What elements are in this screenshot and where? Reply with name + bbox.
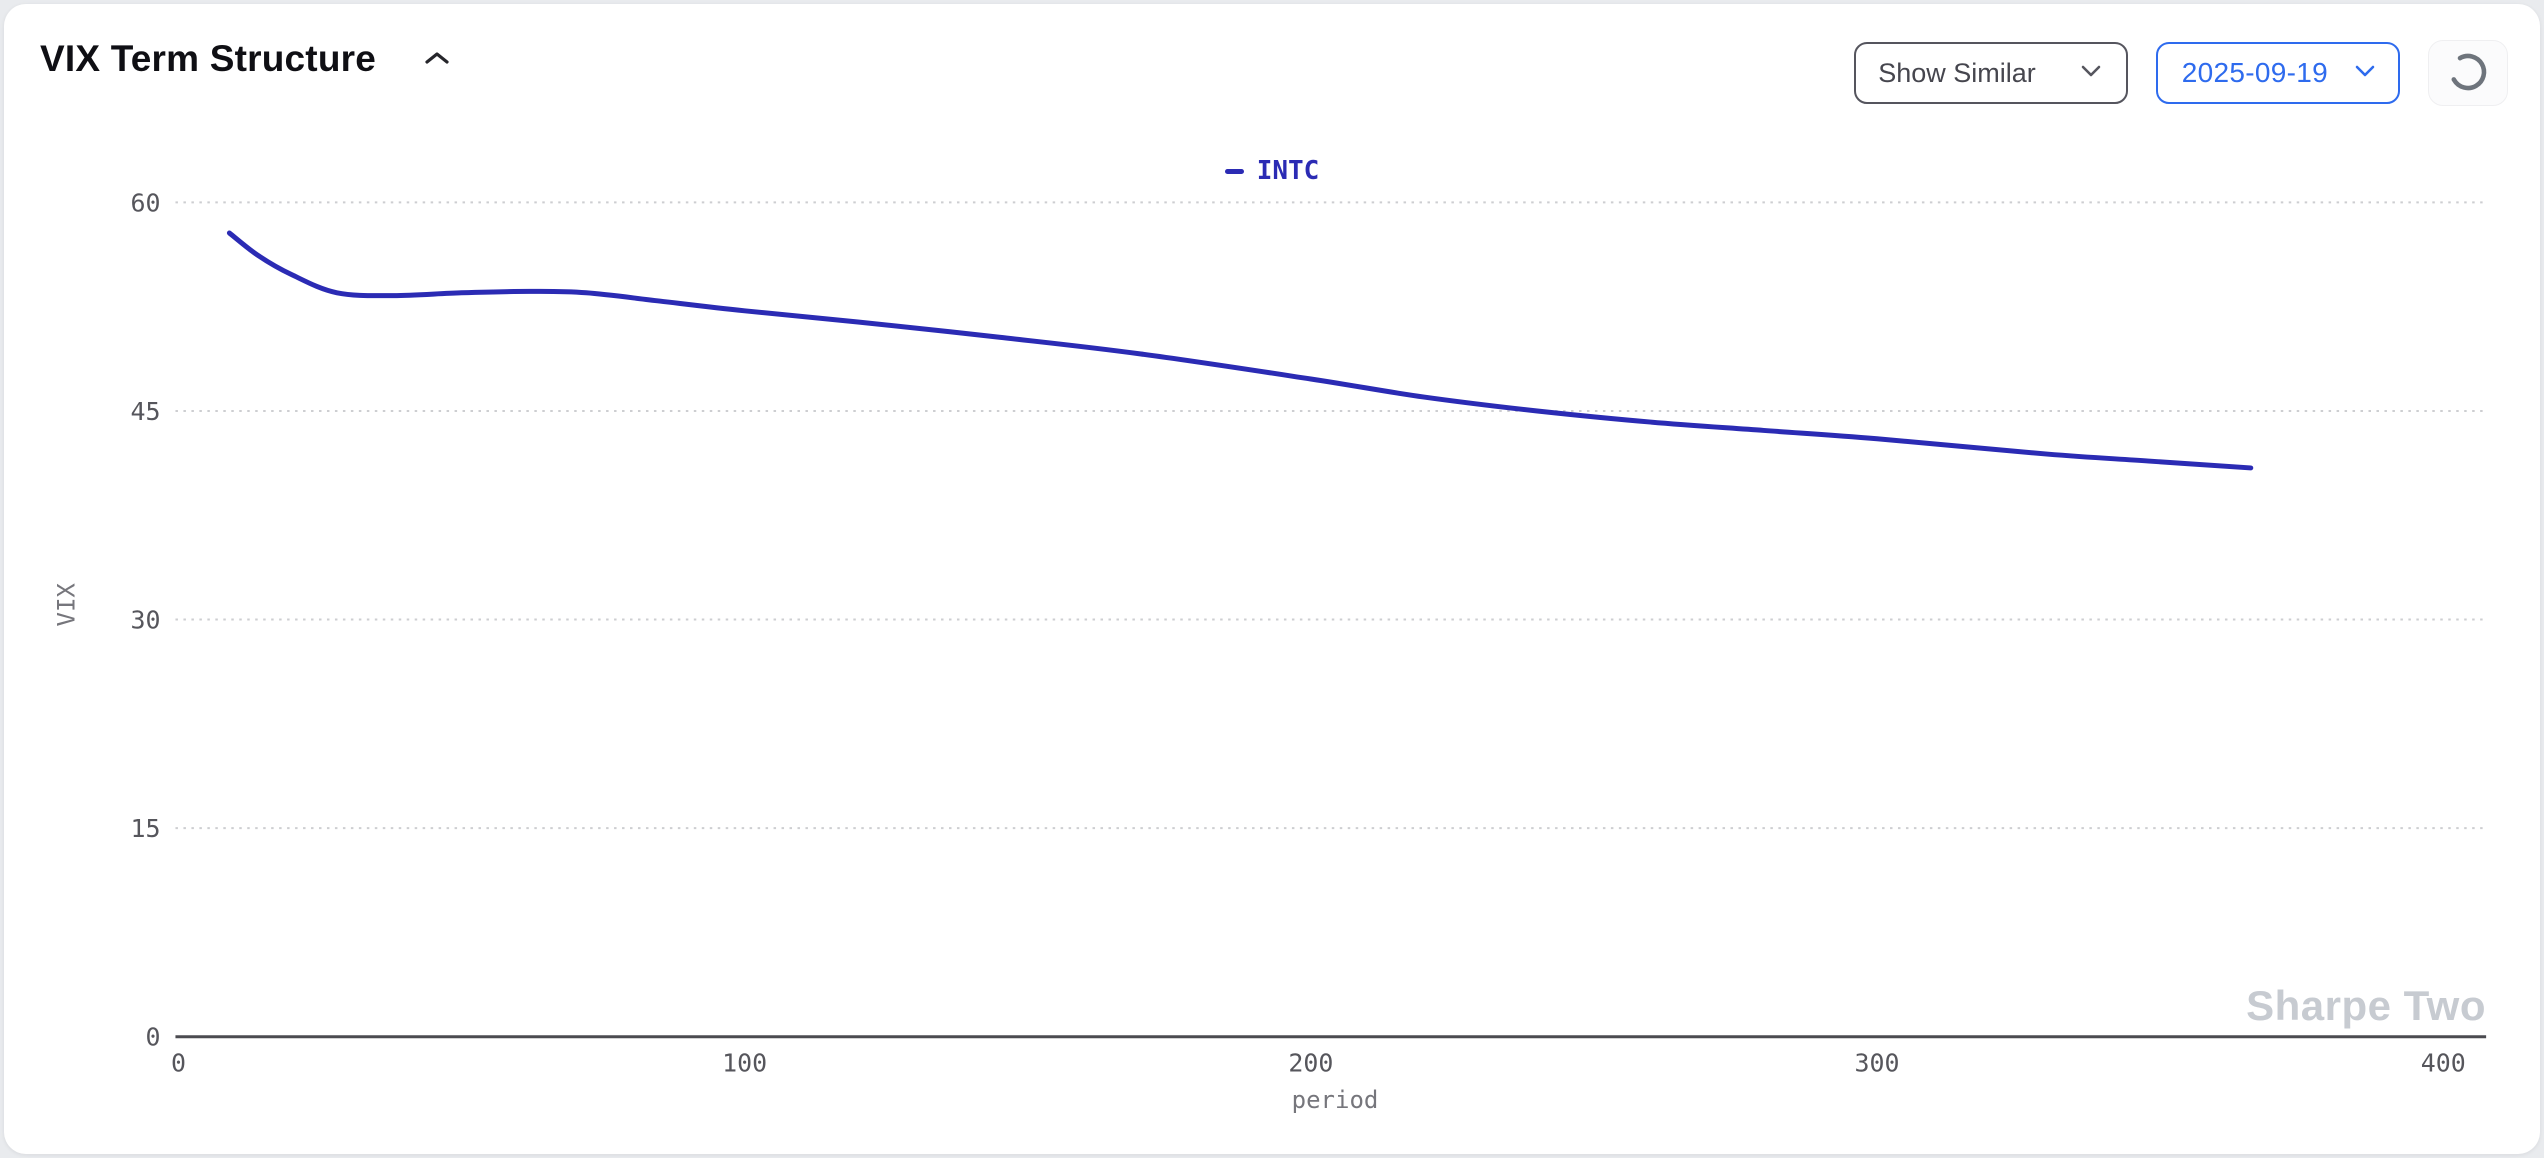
vix-term-structure-card: VIX Term Structure Show Similar 2025-09-… bbox=[4, 4, 2540, 1154]
series-line-intc bbox=[226, 230, 2254, 471]
legend-item-intc[interactable]: INTC bbox=[1224, 156, 1320, 186]
y-axis-title: VIX bbox=[52, 583, 81, 627]
x-tick-label-200: 200 bbox=[1288, 1049, 1333, 1078]
controls-bar: Show Similar 2025-09-19 bbox=[1854, 40, 2508, 106]
line-chart-plot: 0 15 30 45 60 0 100 200 300 400 bbox=[131, 188, 2487, 1078]
chevron-down-icon bbox=[2354, 64, 2376, 83]
y-tick-label-60: 60 bbox=[131, 188, 161, 217]
legend-line-swatch bbox=[1224, 168, 1244, 174]
date-select[interactable]: 2025-09-19 bbox=[2155, 42, 2400, 104]
x-tick-label-0: 0 bbox=[171, 1049, 186, 1078]
y-tick-label-15: 15 bbox=[131, 814, 161, 843]
x-tick-label-100: 100 bbox=[722, 1049, 767, 1078]
refresh-button[interactable] bbox=[2428, 40, 2508, 106]
show-similar-select[interactable]: Show Similar bbox=[1854, 42, 2128, 104]
loading-spinner-icon bbox=[2446, 50, 2490, 97]
collapse-button[interactable] bbox=[418, 44, 456, 75]
y-tick-label-30: 30 bbox=[131, 606, 161, 635]
page-title: VIX Term Structure bbox=[40, 38, 377, 79]
x-axis-title: period bbox=[1291, 1086, 1379, 1114]
y-tick-label-0: 0 bbox=[146, 1023, 161, 1052]
x-tick-label-400: 400 bbox=[2421, 1049, 2466, 1078]
card-header: VIX Term Structure bbox=[40, 38, 456, 80]
legend-label: INTC bbox=[1256, 156, 1320, 186]
y-tick-label-45: 45 bbox=[131, 397, 161, 426]
chevron-down-icon bbox=[2080, 64, 2102, 83]
date-select-value: 2025-09-19 bbox=[2181, 57, 2328, 88]
chevron-up-icon bbox=[424, 50, 450, 69]
chart-legend: INTC bbox=[4, 156, 2540, 186]
x-tick-label-300: 300 bbox=[1855, 1049, 1900, 1078]
show-similar-label: Show Similar bbox=[1878, 57, 2036, 88]
sharpe-two-watermark: Sharpe Two bbox=[2246, 982, 2486, 1029]
